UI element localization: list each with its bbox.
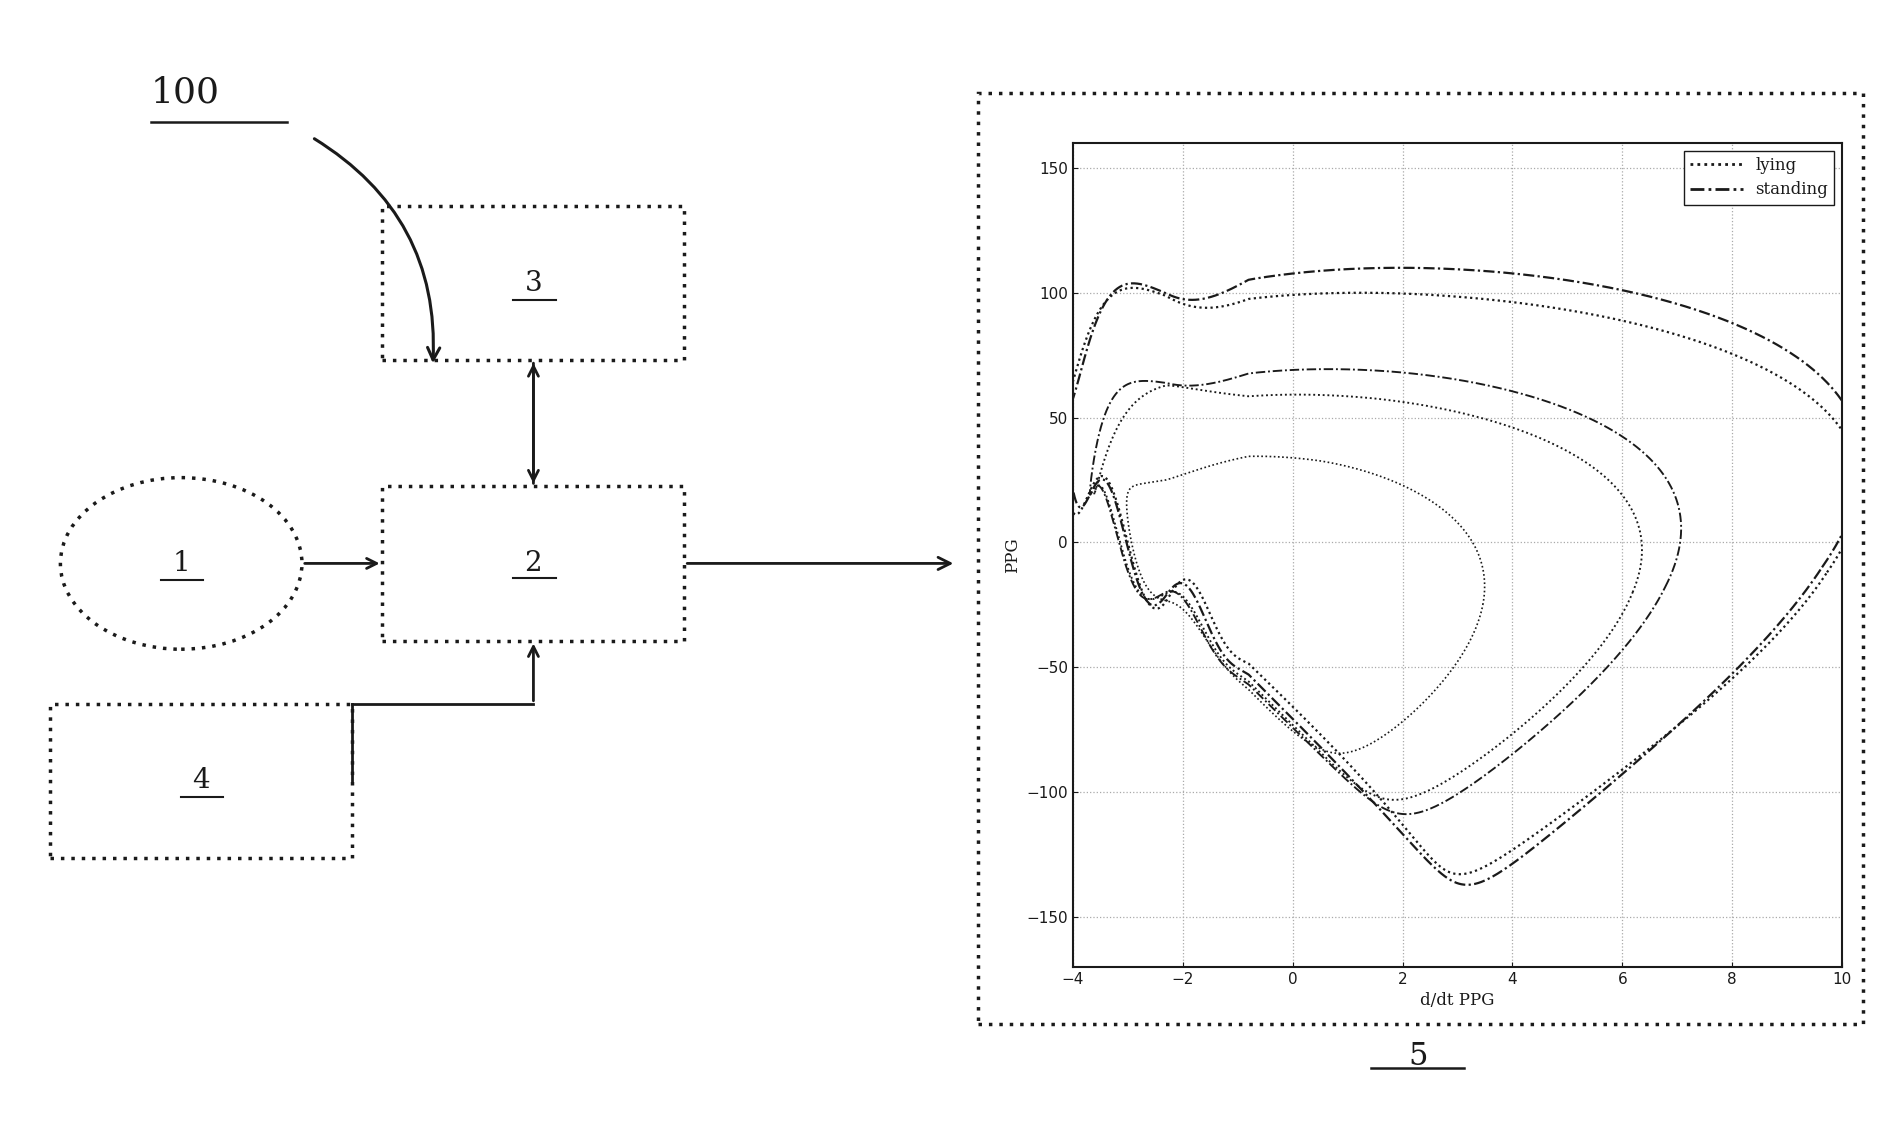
Text: 100: 100 [152,76,220,110]
lying [1046,406,1069,420]
Line: standing: standing [1061,268,1860,884]
lying [1435,864,1458,877]
standing [1809,561,1832,574]
FancyBboxPatch shape [381,206,683,360]
Legend: lying, standing: lying, standing [1684,151,1833,205]
Text: 3: 3 [524,270,543,297]
FancyBboxPatch shape [381,486,683,641]
standing [1053,414,1076,428]
Text: 2: 2 [524,550,543,577]
standing [1456,877,1479,891]
standing [1809,561,1832,574]
lying [1814,565,1837,579]
lying [1448,867,1471,881]
Ellipse shape [61,477,302,649]
standing [1050,383,1072,397]
X-axis label: d/dt PPG: d/dt PPG [1420,992,1494,1009]
FancyBboxPatch shape [49,704,353,858]
standing [1387,261,1410,275]
Text: 4: 4 [192,768,211,794]
standing [1441,874,1463,888]
Text: 1: 1 [173,550,190,577]
lying [1105,492,1127,506]
lying [1814,565,1837,579]
standing [1097,480,1120,494]
Y-axis label: PPG: PPG [1004,537,1021,573]
lying [1674,710,1697,724]
standing [1670,714,1693,728]
Line: lying: lying [1051,288,1858,874]
standing [1763,620,1786,634]
Text: 5: 5 [1406,1041,1427,1072]
lying [1050,451,1072,464]
lying [1122,281,1144,295]
lying [1769,622,1792,636]
